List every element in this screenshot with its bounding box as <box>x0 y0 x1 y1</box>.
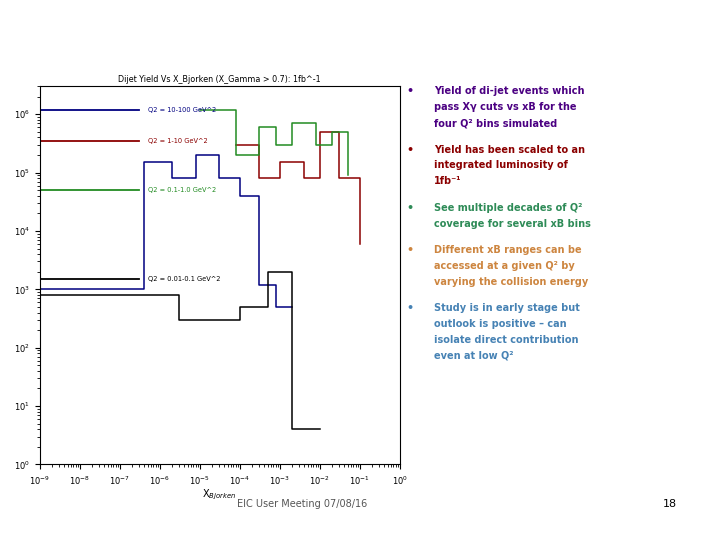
Text: even at low Q²: even at low Q² <box>434 351 513 361</box>
Text: outlook is positive – can: outlook is positive – can <box>434 319 567 329</box>
Text: Yield has been scaled to an: Yield has been scaled to an <box>434 145 585 154</box>
Text: •: • <box>407 245 414 255</box>
Text: See multiple decades of Q²: See multiple decades of Q² <box>434 203 582 213</box>
Title: Dijet Yield Vs X_Bjorken (X_Gamma > 0.7): 1fb^-1: Dijet Yield Vs X_Bjorken (X_Gamma > 0.7)… <box>118 75 321 84</box>
Text: varying the collision energy: varying the collision energy <box>434 277 588 287</box>
Text: Q2 = 10-100 GeV^2: Q2 = 10-100 GeV^2 <box>148 106 216 113</box>
Text: integrated luminosity of: integrated luminosity of <box>434 160 568 171</box>
Text: accessed at a given Q² by: accessed at a given Q² by <box>434 261 575 271</box>
Text: Q2 = 0.1-1.0 GeV^2: Q2 = 0.1-1.0 GeV^2 <box>148 187 216 193</box>
X-axis label: X$_{Bjorken}$: X$_{Bjorken}$ <box>202 488 237 502</box>
Text: •: • <box>407 145 414 154</box>
Text: •: • <box>407 303 414 313</box>
Text: pass Xγ cuts vs xB for the: pass Xγ cuts vs xB for the <box>434 102 577 112</box>
Text: Yield of di-jet events which: Yield of di-jet events which <box>434 86 585 97</box>
Text: coverage for several xB bins: coverage for several xB bins <box>434 219 591 229</box>
Text: EIC User Meeting 07/08/16: EIC User Meeting 07/08/16 <box>238 500 367 509</box>
Text: Q2 = 0.01-0.1 GeV^2: Q2 = 0.01-0.1 GeV^2 <box>148 276 220 282</box>
Text: four Q² bins simulated: four Q² bins simulated <box>434 118 557 128</box>
Text: •: • <box>407 86 414 97</box>
Text: Q2 = 1-10 GeV^2: Q2 = 1-10 GeV^2 <box>148 138 207 144</box>
Text: Different xB ranges can be: Different xB ranges can be <box>434 245 582 255</box>
Text: 1fb⁻¹: 1fb⁻¹ <box>434 177 462 186</box>
Text: 18: 18 <box>662 500 677 509</box>
Text: isolate direct contribution: isolate direct contribution <box>434 335 578 345</box>
Text: Study is in early stage but: Study is in early stage but <box>434 303 580 313</box>
Text: Di-jet Yield in X and Q$^2$: 1fb$^{-1}$: Di-jet Yield in X and Q$^2$: 1fb$^{-1}$ <box>130 20 590 56</box>
Text: •: • <box>407 203 414 213</box>
